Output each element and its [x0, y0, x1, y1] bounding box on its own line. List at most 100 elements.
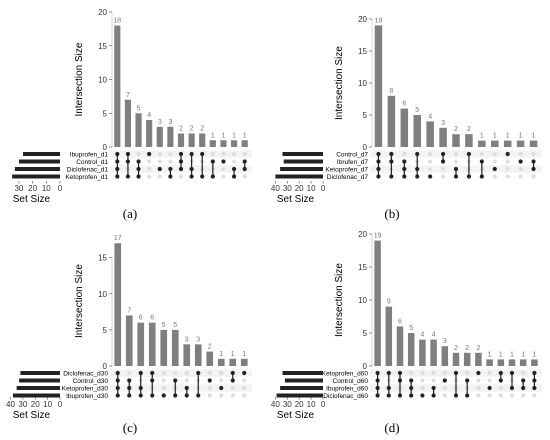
intersection-value-label: 7	[127, 307, 131, 314]
set-name-label: Diclofenac_d60	[323, 393, 368, 400]
intersection-bar	[183, 344, 191, 366]
y-tick-label: 15	[98, 254, 107, 263]
set-size-tick-label: 20	[295, 184, 304, 193]
set-size-tick-label: 30	[283, 400, 292, 409]
intersection-bar	[465, 134, 473, 147]
intersection-bar	[508, 359, 516, 366]
y-tick-label: 5	[103, 109, 108, 118]
intersection-value-label: 1	[242, 351, 246, 358]
intersection-bar	[387, 95, 396, 147]
intersection-bar	[413, 115, 421, 147]
matrix-dot-empty	[207, 393, 212, 398]
set-size-tick-label: 10	[42, 184, 51, 193]
set-size-tick-label: 40	[271, 400, 280, 409]
matrix-dot-empty	[498, 385, 503, 391]
matrix-dot-empty	[161, 370, 166, 376]
set-size-tick-label: 0	[321, 400, 326, 409]
intersection-value-label: 5	[162, 322, 166, 329]
intersection-bar	[452, 134, 460, 147]
intersection-value-label: 4	[420, 332, 424, 339]
matrix-dot-empty	[521, 393, 526, 398]
intersection-value-label: 3	[168, 119, 172, 126]
intersection-value-label: 1	[480, 133, 484, 140]
matrix-dot-empty	[173, 370, 178, 376]
y-tick-label: 0	[103, 362, 108, 371]
matrix-dot-empty	[219, 378, 224, 383]
set-name-label: Ibuprofen_d30	[66, 393, 108, 400]
intersection-bar	[430, 339, 437, 366]
matrix-dot-empty	[147, 174, 152, 179]
matrix-dot-empty	[178, 174, 184, 179]
intersection-value-label: 2	[200, 126, 204, 133]
y-tick-label: 5	[363, 329, 368, 338]
intersection-bar	[529, 140, 538, 147]
y-tick-label: 10	[358, 296, 367, 305]
matrix-dot-empty	[147, 166, 152, 172]
intersection-value-label: 7	[126, 92, 130, 99]
intersection-value-label: 1	[243, 132, 247, 139]
intersection-bar	[475, 352, 482, 366]
matrix-dot-empty	[453, 151, 459, 157]
matrix-dot-empty	[161, 378, 166, 383]
intersection-value-label: 4	[428, 113, 432, 120]
matrix-dot-empty	[242, 174, 247, 179]
matrix-dot-empty	[409, 370, 414, 376]
intersection-value-label: 8	[389, 88, 393, 95]
panel-label-a: (a)	[122, 206, 138, 221]
set-size-tick-label: 0	[321, 184, 326, 193]
matrix-dot-empty	[157, 174, 162, 179]
set-size-bar	[276, 393, 323, 398]
matrix-dot-empty	[420, 370, 425, 376]
matrix-dot-empty	[219, 393, 224, 398]
intersection-bar	[452, 352, 460, 366]
matrix-dot-empty	[184, 370, 189, 376]
set-name-label: Control_d30	[73, 378, 109, 385]
matrix-dot-filled	[476, 370, 481, 376]
set-size-tick-label: 30	[14, 184, 23, 193]
intersection-value-label: 5	[137, 105, 141, 112]
matrix-dot-empty	[505, 159, 510, 164]
intersection-value-label: 1	[488, 351, 492, 358]
matrix-dot-filled	[207, 378, 212, 383]
matrix-dot-empty	[242, 378, 247, 383]
panel-label-b: (b)	[384, 206, 400, 221]
intersection-bar	[199, 133, 206, 147]
intersection-value-label: 2	[476, 345, 480, 352]
matrix-dot-empty	[505, 166, 510, 172]
intersection-value-label: 1	[219, 351, 223, 358]
matrix-dot-empty	[242, 393, 247, 398]
y-tick-label: 15	[98, 42, 107, 51]
intersection-value-label: 3	[196, 336, 200, 343]
matrix-dot-empty	[402, 151, 407, 157]
matrix-dot-empty	[465, 370, 470, 376]
set-size-tick-label: 20	[31, 400, 40, 409]
intersection-bar	[497, 359, 505, 366]
matrix-dot-filled	[428, 174, 433, 179]
intersection-bar	[519, 359, 527, 366]
intersection-bar	[194, 344, 202, 366]
intersection-value-label: 2	[467, 126, 471, 133]
y-tick-label: 10	[358, 79, 367, 88]
set-size-bar	[19, 378, 60, 383]
panel-label-d: (d)	[384, 420, 400, 435]
matrix-dot-empty	[157, 159, 162, 164]
matrix-dot-filled	[157, 166, 162, 172]
intersection-value-label: 5	[415, 107, 419, 114]
intersection-bar	[217, 358, 225, 366]
matrix-dot-empty	[521, 370, 526, 376]
set-size-tick-label: 20	[295, 400, 304, 409]
matrix-dot-empty	[492, 159, 497, 164]
matrix-dot-empty	[453, 159, 459, 164]
matrix-dot-empty	[184, 378, 189, 383]
matrix-dot-empty	[127, 370, 132, 376]
set-name-label: Control_d1	[76, 159, 108, 166]
set-size-bar	[23, 152, 60, 156]
matrix-dot-empty	[476, 393, 481, 398]
matrix-dot-filled	[161, 393, 166, 398]
intersection-bar	[241, 140, 248, 147]
matrix-dot-empty	[136, 151, 141, 157]
intersection-value-label: 19	[374, 233, 382, 240]
set-size-bar	[14, 167, 60, 171]
